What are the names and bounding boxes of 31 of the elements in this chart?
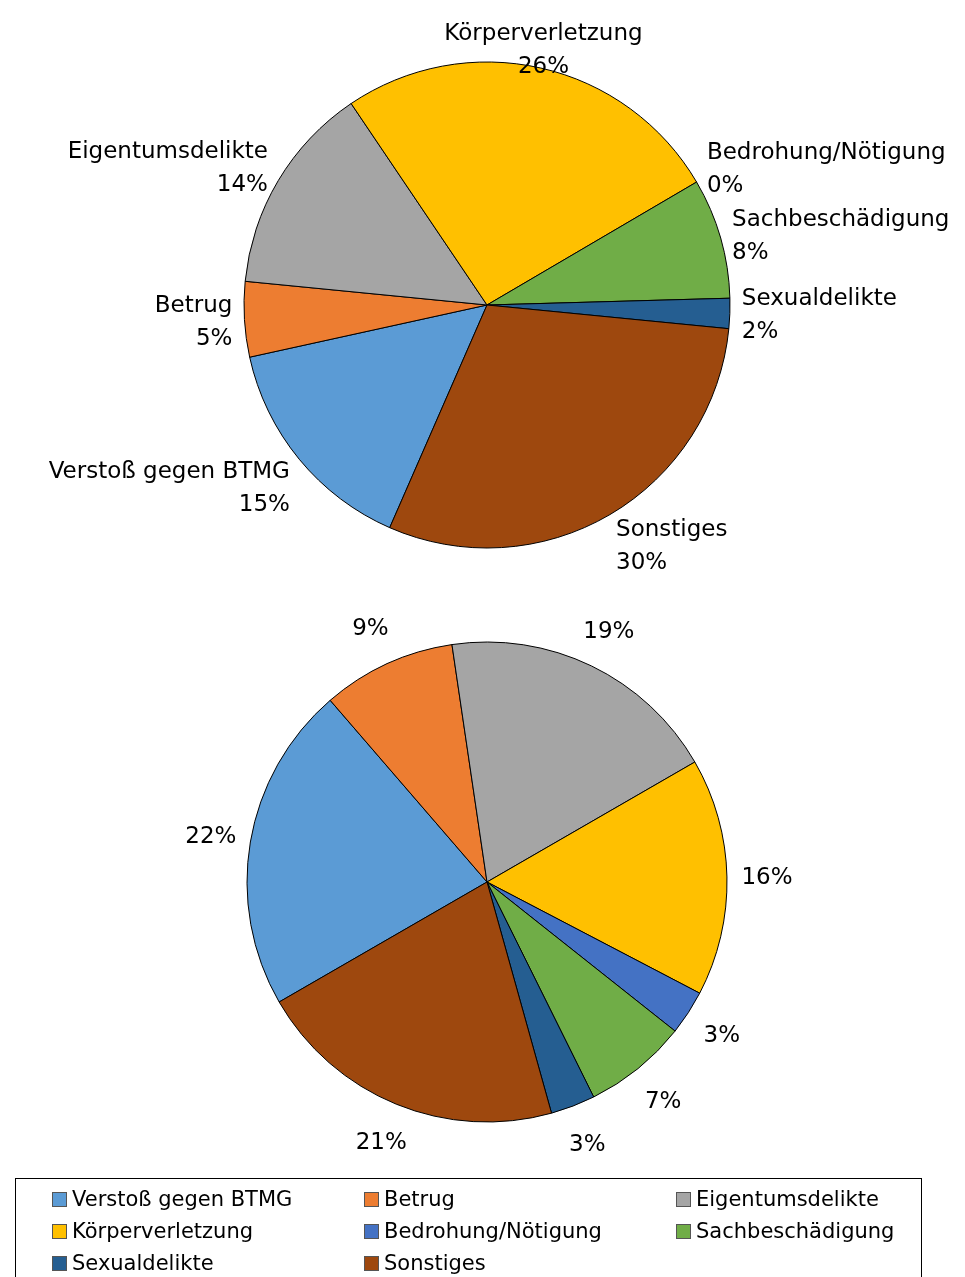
data-label: 14% bbox=[216, 169, 268, 196]
legend-label: Sachbeschädigung bbox=[696, 1218, 895, 1245]
data-label: 19% bbox=[583, 616, 635, 643]
data-label: 16% bbox=[741, 863, 793, 890]
data-label: 9% bbox=[352, 614, 389, 641]
text: 0% bbox=[706, 171, 744, 198]
legend-label: Körperverletzung bbox=[72, 1218, 254, 1245]
legend-label: Eigentumsdelikte bbox=[696, 1186, 879, 1213]
data-label: 7% bbox=[644, 1086, 682, 1113]
legend-label: Betrug bbox=[384, 1186, 455, 1213]
slice-label: Eigentumsdelikte bbox=[67, 136, 268, 163]
data-label: 21% bbox=[355, 1128, 407, 1155]
slice-label: Sonstiges bbox=[616, 515, 728, 542]
data-label: 2% bbox=[741, 317, 779, 344]
slice-label: Sexualdelikte bbox=[741, 284, 897, 311]
data-label: 3% bbox=[703, 1021, 741, 1048]
data-label: 8% bbox=[732, 238, 769, 265]
slice-label: Betrug bbox=[154, 290, 233, 317]
data-label: 15% bbox=[238, 490, 290, 517]
slice-label: Verstoß gegen BTMG bbox=[48, 457, 290, 484]
data-label: 30% bbox=[616, 548, 668, 575]
legend-label: Sexualdelikte bbox=[72, 1250, 214, 1277]
legend-label: Sonstiges bbox=[384, 1250, 486, 1277]
category-label: Bedrohung/Nötigung bbox=[706, 138, 946, 165]
data-label: 3% bbox=[569, 1130, 606, 1157]
slice-label: Sachbeschädigung bbox=[732, 205, 950, 232]
data-label: 22% bbox=[185, 822, 237, 849]
legend-label: Verstoß gegen BTMG bbox=[72, 1186, 293, 1213]
data-label: 5% bbox=[195, 323, 233, 350]
slice-label: Körperverletzung bbox=[444, 18, 643, 45]
legend-label: Bedrohung/Nötigung bbox=[384, 1218, 602, 1245]
